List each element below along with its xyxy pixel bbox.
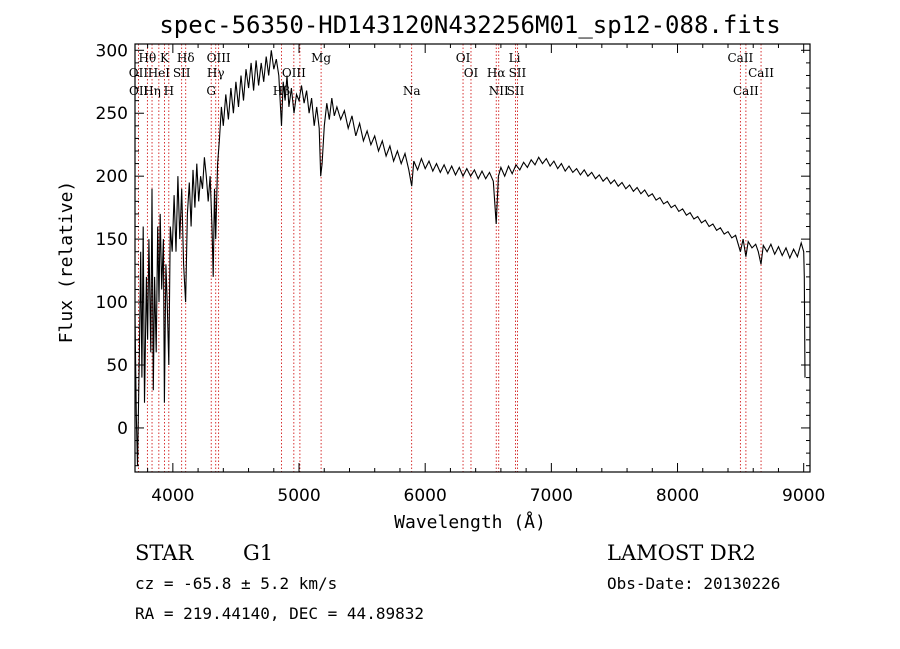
ra-dec: RA = 219.44140, DEC = 44.89832: [135, 604, 424, 623]
y-tick-label: 100: [96, 293, 128, 313]
line-label: OI: [464, 66, 479, 80]
y-tick-label: 200: [96, 167, 128, 187]
spectrum-line: [134, 50, 806, 466]
plot-frame: [134, 43, 811, 473]
line-label: Li: [509, 51, 521, 65]
line-label: HeI: [148, 66, 171, 80]
line-label: Mg: [311, 51, 331, 65]
line-label: CaII: [733, 84, 759, 98]
y-tick-label: 50: [106, 356, 128, 376]
object-subclass: G1: [243, 541, 273, 565]
line-label: CaII: [748, 66, 774, 80]
y-tick-label: 300: [96, 41, 128, 61]
x-tick-label: 9000: [782, 486, 825, 506]
marker-lines: [138, 44, 762, 472]
line-label: NII: [489, 84, 509, 98]
line-label: SII: [507, 84, 525, 98]
x-tick-label: 8000: [656, 486, 699, 506]
line-label: CaII: [727, 51, 753, 65]
y-axis: 0 50 100 150 200 250 300: [96, 41, 810, 467]
line-label: OIII: [207, 51, 231, 65]
line-label: OI: [456, 51, 471, 65]
x-tick-label: 6000: [404, 486, 447, 506]
x-tick-label: 4000: [151, 486, 194, 506]
x-axis-label: Wavelength (Å): [394, 511, 546, 533]
x-axis: 4000 5000 6000 7000 8000 9000: [147, 44, 825, 506]
line-label: Hδ: [177, 51, 195, 65]
plot-area: [134, 50, 806, 466]
redshift-cz: cz = -65.8 ± 5.2 km/s: [135, 574, 337, 593]
line-label: Hθ: [139, 51, 157, 65]
line-label: SII: [509, 66, 527, 80]
line-label: OIII: [282, 66, 306, 80]
line-label: Na: [403, 84, 421, 98]
line-label: OII: [129, 84, 149, 98]
line-label: OII: [129, 66, 149, 80]
y-tick-label: 150: [96, 230, 128, 250]
line-label: G: [206, 84, 216, 98]
line-label: Hα: [487, 66, 506, 80]
y-axis-label: Flux (relative): [56, 181, 77, 344]
line-label: SII: [173, 66, 191, 80]
y-tick-label: 250: [96, 104, 128, 124]
obs-date: Obs-Date: 20130226: [607, 574, 780, 593]
chart-title: spec-56350-HD143120N432256M01_sp12-088.f…: [159, 11, 780, 39]
line-label: Hη: [143, 84, 161, 98]
line-label: H: [164, 84, 174, 98]
line-label: K: [160, 51, 170, 65]
object-type: STAR: [135, 541, 194, 565]
x-tick-label: 7000: [530, 486, 573, 506]
line-label: Hγ: [207, 66, 225, 80]
y-tick-label: 0: [117, 419, 128, 439]
survey-name: LAMOST DR2: [607, 541, 756, 565]
x-tick-label: 5000: [277, 486, 320, 506]
